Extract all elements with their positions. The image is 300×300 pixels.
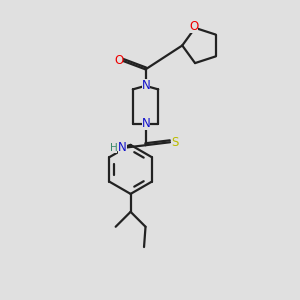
Text: S: S — [171, 136, 178, 149]
Text: N: N — [118, 141, 127, 154]
Text: O: O — [189, 20, 198, 33]
Text: H: H — [110, 142, 117, 153]
Text: N: N — [142, 79, 151, 92]
Text: N: N — [142, 117, 151, 130]
Text: O: O — [114, 54, 123, 67]
